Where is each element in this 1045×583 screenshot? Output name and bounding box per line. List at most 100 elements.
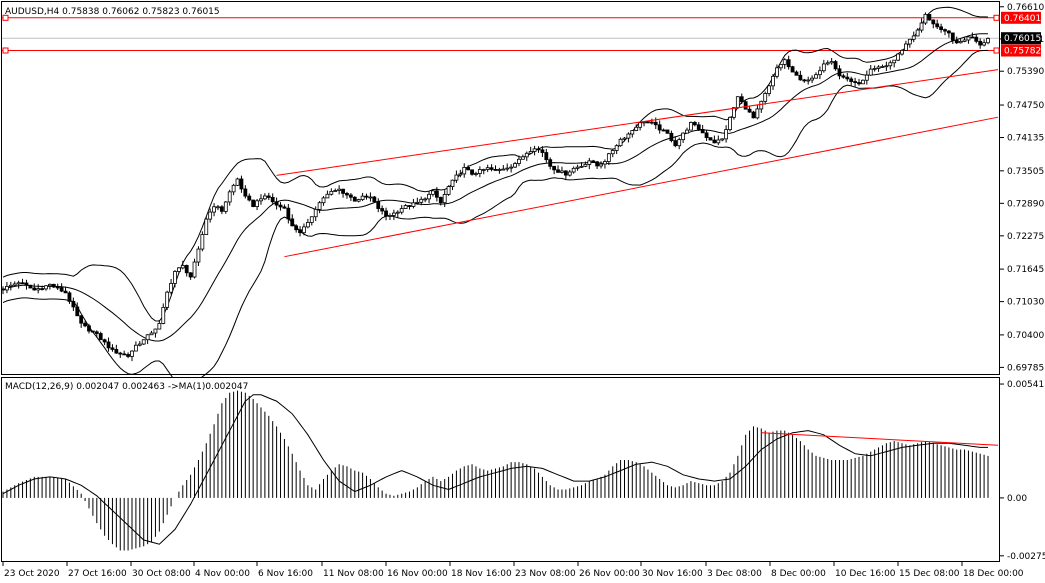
- candle: [919, 22, 924, 31]
- candle: [442, 194, 447, 204]
- candle: [595, 161, 600, 167]
- candle: [345, 193, 349, 196]
- candle: [133, 344, 138, 352]
- level-line-handle[interactable]: [993, 14, 1000, 21]
- candle: [728, 116, 732, 131]
- candle: [978, 40, 983, 46]
- trend-channel-line[interactable]: [276, 69, 999, 176]
- candle: [599, 163, 603, 167]
- candle: [915, 29, 920, 37]
- price-pane[interactable]: AUDUSD,H4 0.75838 0.76062 0.75823 0.7601…: [1, 1, 1000, 388]
- candle: [419, 198, 424, 203]
- candle: [364, 195, 369, 198]
- candle: [141, 339, 146, 345]
- candle: [505, 167, 510, 170]
- candle: [251, 199, 256, 207]
- candle: [958, 40, 963, 44]
- price-tick-label: 0.74750: [1007, 101, 1044, 111]
- time-tick-label: 4 Nov 00:00: [195, 569, 250, 579]
- price-tick-label: 0.69785: [1007, 363, 1044, 373]
- candle: [806, 79, 811, 82]
- candle: [943, 29, 947, 32]
- candle: [622, 137, 627, 140]
- time-tick-label: 30 Oct 08:00: [132, 569, 191, 579]
- candle: [274, 201, 279, 206]
- candle: [325, 193, 330, 199]
- candle: [489, 167, 494, 170]
- candle: [130, 350, 134, 357]
- level-line-handle[interactable]: [993, 47, 1000, 54]
- price-tick-label: 0.73505: [1007, 167, 1044, 177]
- candle: [821, 63, 826, 72]
- candle: [450, 179, 455, 187]
- macd-trend-line[interactable]: [761, 432, 999, 446]
- candle: [55, 286, 60, 289]
- price-marker: [1001, 11, 1041, 24]
- level-line-handle[interactable]: [2, 14, 9, 21]
- candle: [474, 173, 478, 175]
- candle: [466, 167, 471, 171]
- time-tick-label: 6 Nov 16:00: [258, 569, 313, 579]
- candle: [747, 108, 752, 113]
- candle: [751, 111, 756, 119]
- candle: [305, 222, 310, 228]
- candle: [481, 169, 486, 171]
- candle: [204, 218, 209, 235]
- candle: [87, 325, 91, 332]
- candle: [48, 283, 52, 287]
- candle: [216, 206, 220, 209]
- trend-channel-line[interactable]: [284, 116, 999, 258]
- candle: [638, 122, 643, 128]
- candle: [407, 205, 412, 207]
- time-tick-label: 23 Nov 08:00: [515, 569, 576, 579]
- candle: [477, 169, 482, 174]
- candle: [446, 186, 451, 195]
- candle: [935, 23, 940, 28]
- candle: [91, 330, 95, 333]
- candle: [689, 122, 693, 131]
- candle: [321, 197, 326, 204]
- candle: [122, 353, 127, 356]
- candle: [634, 126, 639, 131]
- candle: [986, 38, 990, 44]
- candle: [735, 96, 740, 109]
- candle: [536, 148, 541, 151]
- candle: [630, 130, 635, 135]
- bollinger-middle-line: [2, 33, 988, 342]
- time-axis: 23 Oct 2020 27 Oct 16:00 30 Oct 08:00 4 Nov…: [2, 562, 1024, 579]
- candle: [298, 229, 302, 234]
- candle: [36, 288, 41, 291]
- candle: [333, 190, 338, 192]
- candle: [665, 129, 670, 134]
- candle: [513, 163, 517, 168]
- candle: [110, 347, 115, 350]
- candle: [223, 201, 228, 212]
- candle: [40, 288, 44, 290]
- time-tick-label: 26 Nov 00:00: [579, 569, 640, 579]
- candle: [556, 169, 560, 173]
- level-line-handle[interactable]: [2, 47, 9, 54]
- candle: [567, 171, 572, 176]
- candle: [286, 207, 291, 220]
- candle: [833, 61, 838, 70]
- candle: [247, 195, 252, 201]
- candle: [438, 196, 443, 204]
- price-tick-label: 0.72890: [1007, 199, 1044, 209]
- price-marker: [1001, 44, 1041, 57]
- candle: [302, 226, 306, 234]
- candle: [176, 267, 181, 272]
- candle: [165, 291, 170, 308]
- candle: [907, 38, 912, 45]
- candle: [818, 70, 822, 76]
- candle: [290, 218, 295, 227]
- candle: [829, 61, 834, 64]
- macd-pane[interactable]: MACD(12,26,9) 0.002047 0.002463 ->MA(1)0…: [1, 377, 1000, 562]
- candle: [673, 140, 678, 147]
- candle: [278, 204, 283, 208]
- candle: [380, 208, 385, 212]
- candle: [231, 184, 236, 193]
- candle: [114, 349, 119, 354]
- candle: [704, 132, 709, 139]
- candle: [348, 194, 353, 198]
- candle: [509, 166, 514, 169]
